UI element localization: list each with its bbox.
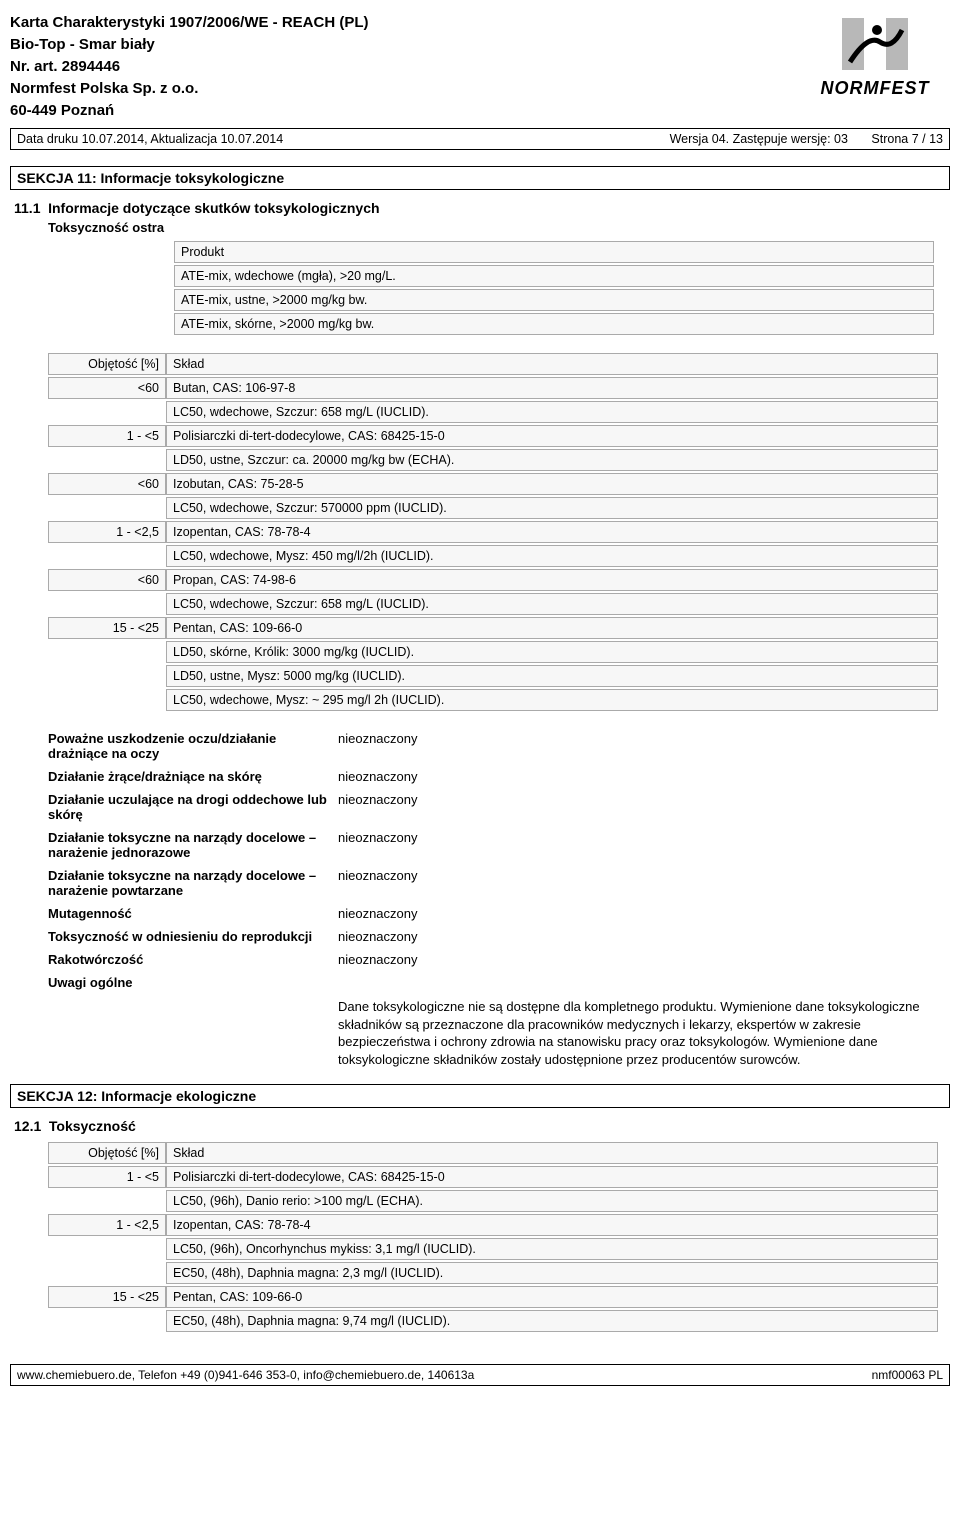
comp-vol-empty [48, 1190, 166, 1212]
effect-label: Mutagenność [48, 906, 338, 921]
comp-text-cell: Izopentan, CAS: 78-78-4 [166, 521, 938, 543]
comp-text-cell: LD50, ustne, Szczur: ca. 20000 mg/kg bw … [166, 449, 938, 471]
comp-vol-cell: <60 [48, 569, 166, 591]
comp-text-cell: LD50, ustne, Mysz: 5000 mg/kg (IUCLID). [166, 665, 938, 687]
comp-text-cell: Polisiarczki di-tert-dodecylowe, CAS: 68… [166, 425, 938, 447]
comp-text-cell: LC50, wdechowe, Mysz: ~ 295 mg/l 2h (IUC… [166, 689, 938, 711]
comp-vol-empty [48, 1238, 166, 1260]
acute-toxicity-label: Toksyczność ostra [48, 220, 950, 235]
product-row: ATE-mix, skórne, >2000 mg/kg bw. [174, 313, 934, 335]
comp-text-cell: LC50, (96h), Oncorhynchus mykiss: 3,1 mg… [166, 1238, 938, 1260]
comp-text-cell: LC50, wdechowe, Mysz: 450 mg/l/2h (IUCLI… [166, 545, 938, 567]
comp-text-cell: Izopentan, CAS: 78-78-4 [166, 1214, 938, 1236]
brand-name-text: NORMFEST [800, 78, 950, 99]
effect-label: Uwagi ogólne [48, 975, 338, 990]
comp-header-sklad: Skład [166, 353, 938, 375]
comp-vol-empty [48, 545, 166, 567]
logo-graphic-icon [830, 12, 920, 76]
comp-vol-empty [48, 1310, 166, 1332]
subsection-title: Toksyczność [49, 1118, 136, 1134]
comp-vol-empty [48, 593, 166, 615]
comp-vol-cell: 1 - <2,5 [48, 521, 166, 543]
composition-table-s11: Objętość [%] Skład <60Butan, CAS: 106-97… [48, 351, 938, 713]
meta-info-bar: Data druku 10.07.2014, Aktualizacja 10.0… [10, 128, 950, 150]
effect-value: nieoznaczony [338, 769, 950, 784]
effect-value [338, 975, 950, 990]
comp-text-cell: LC50, wdechowe, Szczur: 570000 ppm (IUCL… [166, 497, 938, 519]
comp-text-cell: LC50, wdechowe, Szczur: 658 mg/L (IUCLID… [166, 401, 938, 423]
comp-header-sklad: Skład [166, 1142, 938, 1164]
print-date-text: Data druku 10.07.2014, Aktualizacja 10.0… [17, 132, 283, 146]
effect-value: nieoznaczony [338, 906, 950, 921]
comp-vol-cell: <60 [48, 377, 166, 399]
comp-vol-cell: 1 - <2,5 [48, 1214, 166, 1236]
comp-vol-empty [48, 665, 166, 687]
comp-vol-cell: 15 - <25 [48, 1286, 166, 1308]
comp-vol-cell: <60 [48, 473, 166, 495]
header-text-block: Karta Charakterystyki 1907/2006/WE - REA… [10, 12, 368, 122]
product-name-line: Bio-Top - Smar biały [10, 34, 368, 55]
comp-vol-empty [48, 689, 166, 711]
product-row: ATE-mix, wdechowe (mgła), >20 mg/L. [174, 265, 934, 287]
comp-text-cell: Butan, CAS: 106-97-8 [166, 377, 938, 399]
effect-value: nieoznaczony [338, 952, 950, 967]
comp-text-cell: Polisiarczki di-tert-dodecylowe, CAS: 68… [166, 1166, 938, 1188]
comp-text-cell: LD50, skórne, Królik: 3000 mg/kg (IUCLID… [166, 641, 938, 663]
doc-title-line: Karta Charakterystyki 1907/2006/WE - REA… [10, 12, 368, 33]
product-row: ATE-mix, ustne, >2000 mg/kg bw. [174, 289, 934, 311]
subsection-11-1: 11.1 Informacje dotyczące skutków toksyk… [10, 200, 950, 1068]
effect-label: Rakotwórczość [48, 952, 338, 967]
comp-vol-cell: 1 - <5 [48, 1166, 166, 1188]
effect-value: nieoznaczony [338, 731, 950, 761]
subsection-12-1: 12.1 Toksyczność Objętość [%] Skład 1 - … [10, 1118, 950, 1334]
subsection-number: 11.1 [14, 200, 40, 216]
effect-value: nieoznaczony [338, 792, 950, 822]
effect-label: Działanie żrące/drażniące na skórę [48, 769, 338, 784]
company-address-line: 60-449 Poznań [10, 100, 368, 121]
general-notes-text: Dane toksykologiczne nie są dostępne dla… [338, 998, 938, 1068]
effect-value: nieoznaczony [338, 929, 950, 944]
effect-label: Działanie toksyczne na narządy docelowe … [48, 868, 338, 898]
effect-label: Działanie toksyczne na narządy docelowe … [48, 830, 338, 860]
effect-value: nieoznaczony [338, 830, 950, 860]
comp-text-cell: EC50, (48h), Daphnia magna: 2,3 mg/l (IU… [166, 1262, 938, 1284]
comp-text-cell: Izobutan, CAS: 75-28-5 [166, 473, 938, 495]
product-ate-table: Produkt ATE-mix, wdechowe (mgła), >20 mg… [174, 239, 934, 337]
comp-vol-empty [48, 401, 166, 423]
company-name-line: Normfest Polska Sp. z o.o. [10, 78, 368, 99]
comp-vol-cell: 15 - <25 [48, 617, 166, 639]
subsection-title: Informacje dotyczące skutków toksykologi… [48, 200, 379, 216]
comp-text-cell: LC50, (96h), Danio rerio: >100 mg/L (ECH… [166, 1190, 938, 1212]
footer-bar: www.chemiebuero.de, Telefon +49 (0)941-6… [10, 1364, 950, 1386]
effects-list: Poważne uszkodzenie oczu/działanie drażn… [48, 731, 950, 990]
comp-header-volume: Objętość [%] [48, 1142, 166, 1164]
effect-label: Działanie uczulające na drogi oddechowe … [48, 792, 338, 822]
composition-table-s12: Objętość [%] Skład 1 - <5Polisiarczki di… [48, 1140, 938, 1334]
comp-text-cell: Pentan, CAS: 109-66-0 [166, 1286, 938, 1308]
version-text: Wersja 04. Zastępuje wersję: 03 [670, 132, 848, 146]
comp-vol-empty [48, 449, 166, 471]
effect-label: Toksyczność w odniesieniu do reprodukcji [48, 929, 338, 944]
subsection-number: 12.1 [14, 1118, 41, 1134]
document-header: Karta Charakterystyki 1907/2006/WE - REA… [10, 12, 950, 122]
comp-text-cell: EC50, (48h), Daphnia magna: 9,74 mg/l (I… [166, 1310, 938, 1332]
footer-doc-id: nmf00063 PL [872, 1368, 943, 1382]
effect-label: Poważne uszkodzenie oczu/działanie drażn… [48, 731, 338, 761]
section-12-title: SEKCJA 12: Informacje ekologiczne [10, 1084, 950, 1108]
comp-vol-cell: 1 - <5 [48, 425, 166, 447]
brand-logo: NORMFEST [800, 12, 950, 99]
section-11-title: SEKCJA 11: Informacje toksykologiczne [10, 166, 950, 190]
comp-vol-empty [48, 641, 166, 663]
article-number-line: Nr. art. 2894446 [10, 56, 368, 77]
footer-contact-text: www.chemiebuero.de, Telefon +49 (0)941-6… [17, 1368, 474, 1382]
comp-vol-empty [48, 497, 166, 519]
page-number-text: Strona 7 / 13 [871, 132, 943, 146]
comp-text-cell: LC50, wdechowe, Szczur: 658 mg/L (IUCLID… [166, 593, 938, 615]
comp-header-volume: Objętość [%] [48, 353, 166, 375]
comp-text-cell: Pentan, CAS: 109-66-0 [166, 617, 938, 639]
effect-value: nieoznaczony [338, 868, 950, 898]
comp-text-cell: Propan, CAS: 74-98-6 [166, 569, 938, 591]
product-header-cell: Produkt [174, 241, 934, 263]
comp-vol-empty [48, 1262, 166, 1284]
